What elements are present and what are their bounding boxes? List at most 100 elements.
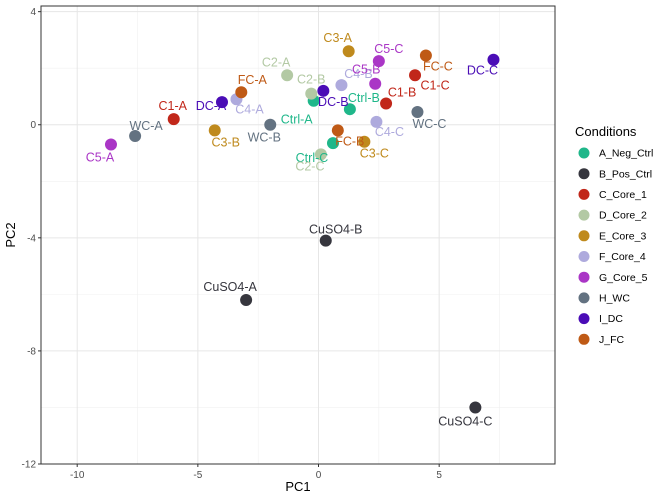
legend-key-i_dc: [578, 313, 590, 325]
x-tick-label: -10: [70, 470, 85, 481]
point-c5-c: [372, 55, 385, 68]
legend-key-e_core_3: [578, 230, 590, 242]
legend-key-f_core_4: [578, 251, 590, 262]
legend-label-b_pos_ctrl: B_Pos_Ctrl: [599, 168, 652, 180]
point-c3-a: [342, 45, 355, 58]
plot-panel: [41, 6, 555, 464]
legend-label-j_fc: J_FC: [599, 334, 625, 346]
point-c2-b: [305, 87, 318, 100]
point-label-c5-c: C5-C: [374, 42, 403, 56]
legend-label-e_core_3: E_Core_3: [599, 230, 646, 242]
point-label-c4-b: C4-B: [344, 67, 372, 81]
y-tick-label: 0: [30, 120, 36, 131]
point-label-c3-a: C3-A: [323, 31, 352, 45]
point-label-wc-c: WC-C: [412, 117, 446, 131]
point-c3-b: [208, 124, 221, 137]
point-label-c4-a: C4-A: [235, 102, 264, 116]
legend-label-d_core_2: D_Core_2: [599, 210, 647, 222]
legend-label-g_core_5: G_Core_5: [599, 272, 648, 284]
point-c4-c: [370, 115, 383, 128]
y-axis: 4 0 -4 -8 -12: [22, 7, 41, 471]
point-c4-b: [335, 79, 348, 92]
point-label-ctrl-b: Ctrl-B: [348, 91, 380, 105]
legend-items: A_Neg_Ctrl B_Pos_Ctrl C_Core_1 D_Core_2 E_Co…: [578, 147, 653, 346]
point-c2-a: [281, 69, 294, 82]
point-label-cuso4-a: CuSO4-A: [203, 280, 257, 294]
point-c1-b: [380, 97, 393, 110]
y-axis-label: PC2: [3, 222, 18, 247]
point-label-c2-c: C2-C: [295, 159, 324, 173]
point-label-ctrl-a: Ctrl-A: [281, 113, 314, 127]
point-dc-b: [317, 84, 330, 97]
point-label-fc-c: FC-C: [423, 59, 453, 73]
legend-key-b_pos_ctrl: [578, 168, 590, 180]
point-label-dc-b: DC-B: [318, 95, 349, 109]
point-wc-c: [411, 106, 424, 119]
point-c1-a: [167, 113, 180, 126]
data-points: [104, 45, 500, 414]
legend-key-j_fc: [578, 333, 590, 345]
point-wc-b: [264, 118, 277, 131]
point-label-c3-b: C3-B: [212, 135, 240, 149]
point-c5-b: [369, 77, 382, 90]
y-tick-label: -8: [27, 346, 36, 357]
point-wc-a: [129, 130, 142, 143]
point-label-c4-c: C4-C: [375, 125, 404, 139]
point-fc-c: [419, 49, 432, 62]
point-label-c2-b: C2-B: [297, 73, 325, 87]
point-label-fc-a: FC-A: [238, 73, 268, 87]
point-label-dc-a: DC-A: [196, 99, 227, 113]
point-cuso4-c: [469, 401, 482, 414]
point-cuso4-b: [319, 234, 332, 247]
y-tick-label: 4: [30, 7, 36, 18]
x-tick-label: 5: [436, 470, 442, 481]
point-c3-c: [358, 135, 371, 148]
legend-label-h_wc: H_WC: [599, 293, 630, 305]
point-fc-a: [235, 86, 248, 99]
data-point-labels: Ctrl-A Ctrl-B Ctrl-C CuSO4-A CuSO4-B CuSO4-C C…: [86, 31, 498, 428]
point-dc-a: [215, 96, 228, 109]
legend-label-c_core_1: C_Core_1: [599, 189, 647, 201]
point-ctrl-c: [326, 137, 339, 150]
legend-key-d_core_2: [578, 209, 590, 221]
point-label-c1-c: C1-C: [420, 78, 449, 92]
y-tick-label: -4: [27, 233, 36, 244]
legend-key-c_core_1: [578, 188, 590, 200]
point-label-ctrl-c: Ctrl-C: [296, 151, 329, 165]
legend-key-h_wc: [578, 292, 590, 304]
point-cuso4-a: [240, 294, 253, 307]
legend-key-g_core_5: [578, 271, 590, 283]
legend-label-a_neg_ctrl: A_Neg_Ctrl: [599, 148, 653, 160]
point-c2-c: [314, 148, 327, 161]
point-label-wc-a: WC-A: [129, 119, 163, 133]
point-c5-a: [104, 138, 117, 151]
legend-label-i_dc: I_DC: [599, 313, 623, 325]
point-label-dc-c: DC-C: [467, 64, 498, 78]
point-ctrl-b: [343, 103, 356, 116]
point-label-fc-b: FC-B: [335, 134, 364, 148]
point-label-wc-b: WC-B: [248, 131, 281, 145]
y-tick-label: -12: [22, 460, 37, 471]
x-tick-label: -5: [193, 470, 202, 481]
point-label-c1-a: C1-A: [158, 99, 187, 113]
x-axis: -10 -5 0 5: [70, 464, 442, 481]
point-label-c2-a: C2-A: [262, 55, 291, 69]
legend: Conditions A_Neg_Ctrl B_Pos_Ctrl C_Core_1 D…: [575, 124, 653, 346]
point-label-cuso4-b: CuSO4-B: [309, 223, 363, 237]
point-label-c5-b: C5-B: [352, 63, 380, 77]
point-label-c3-c: C3-C: [360, 147, 389, 161]
plot-area: Ctrl-A Ctrl-B Ctrl-C CuSO4-A CuSO4-B CuSO4-C C…: [40, 5, 556, 465]
x-tick-label: 0: [316, 470, 322, 481]
point-label-c5-a: C5-A: [86, 151, 115, 165]
point-label-c1-b: C1-B: [388, 86, 416, 100]
legend-title: Conditions: [575, 124, 637, 139]
point-label-cuso4-c: CuSO4-C: [438, 414, 492, 428]
point-fc-b: [331, 124, 344, 137]
grid-minor: [41, 6, 555, 464]
legend-label-f_core_4: F_Core_4: [599, 251, 646, 263]
plot-border: [40, 5, 556, 465]
point-dc-c: [487, 53, 500, 66]
x-axis-label: PC1: [285, 479, 310, 494]
legend-key-a_neg_ctrl: [578, 147, 590, 159]
